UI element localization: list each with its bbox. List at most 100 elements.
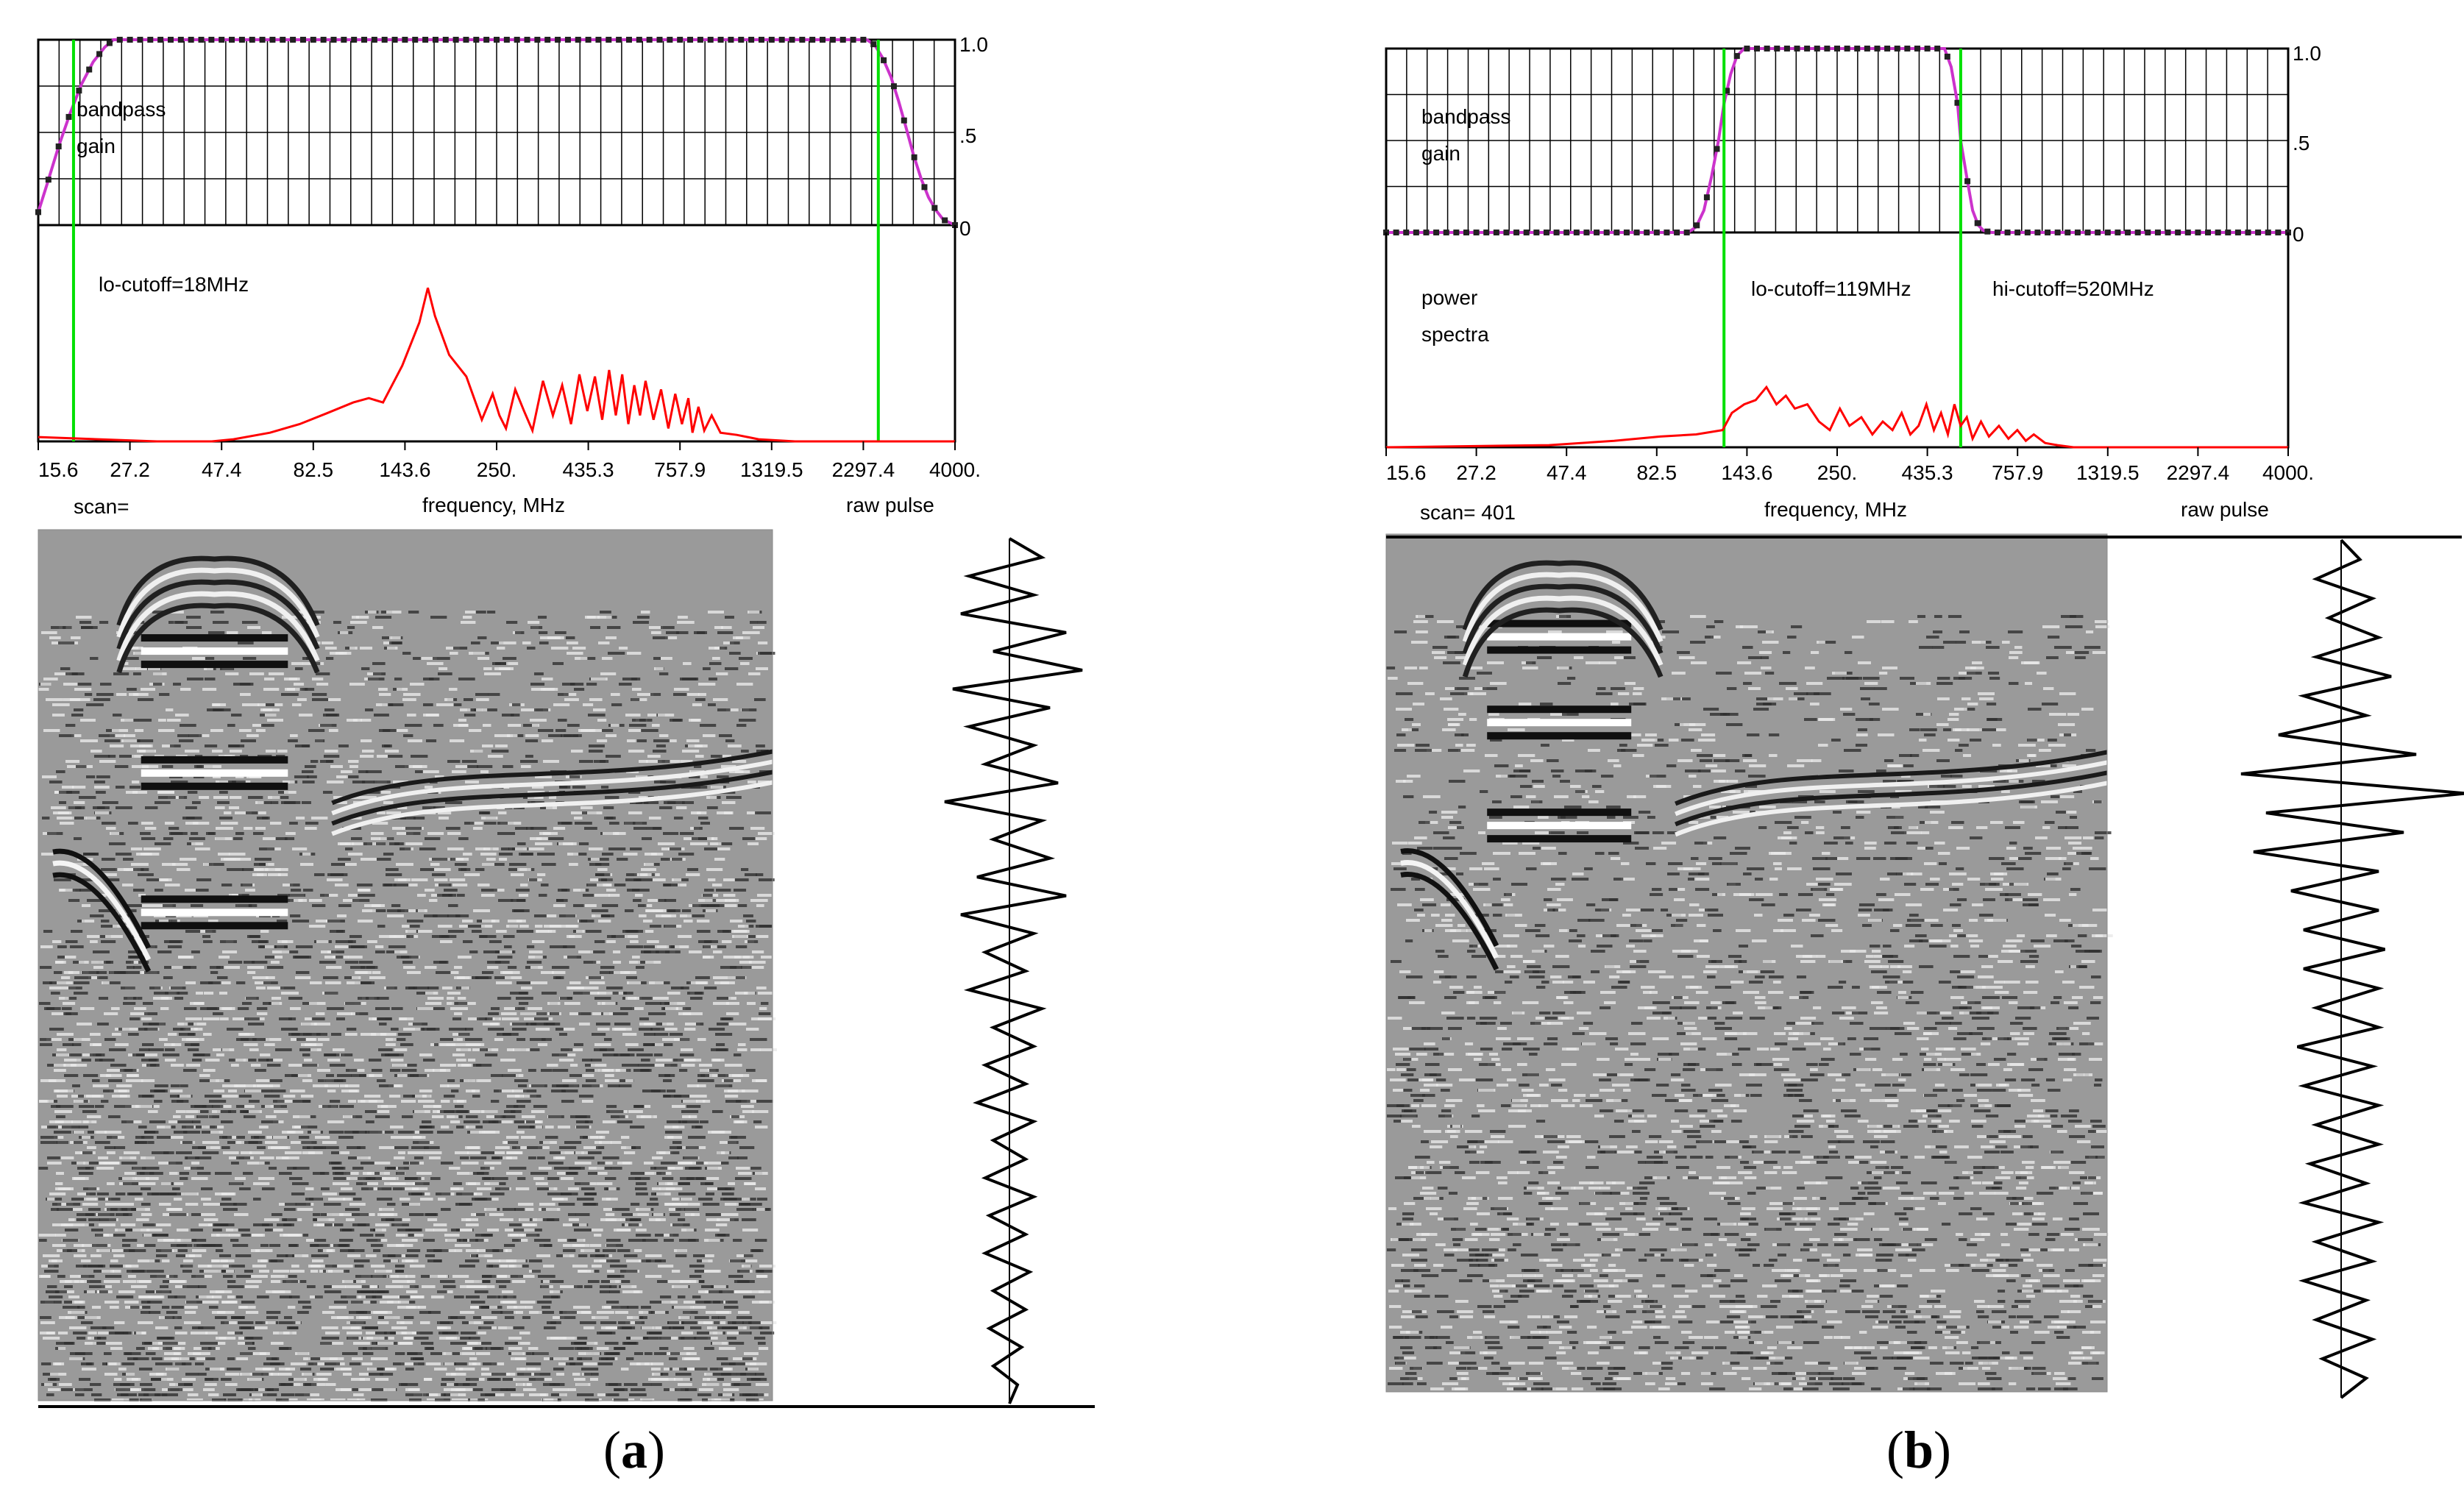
- noise-speckle: [192, 1249, 207, 1252]
- noise-speckle: [165, 822, 174, 825]
- noise-speckle: [213, 796, 229, 799]
- noise-speckle: [123, 1280, 137, 1283]
- noise-speckle: [409, 1203, 420, 1206]
- noise-speckle: [281, 992, 299, 995]
- noise-speckle: [220, 1203, 237, 1206]
- gain-marker: [96, 51, 103, 57]
- noise-speckle: [398, 1033, 412, 1036]
- noise-speckle: [600, 1332, 616, 1334]
- noise-speckle: [238, 894, 249, 897]
- noise-speckle: [507, 1095, 520, 1098]
- noise-speckle: [208, 981, 221, 984]
- noise-speckle: [384, 1316, 400, 1319]
- noise-speckle: [163, 1053, 180, 1056]
- noise-speckle: [133, 868, 144, 871]
- noise-speckle: [433, 1007, 445, 1010]
- noise-speckle: [219, 956, 230, 959]
- noise-speckle: [483, 1177, 491, 1180]
- noise-speckle: [603, 1208, 616, 1211]
- noise-speckle: [545, 1136, 558, 1139]
- noise-speckle: [92, 1306, 102, 1309]
- noise-speckle: [142, 765, 159, 768]
- noise-speckle: [460, 1311, 475, 1314]
- noise-speckle: [149, 1120, 166, 1123]
- noise-speckle: [662, 1038, 675, 1041]
- noise-speckle: [236, 1357, 249, 1360]
- noise-speckle: [487, 961, 501, 964]
- noise-speckle: [473, 827, 483, 830]
- noise-speckle: [550, 925, 562, 928]
- noise-speckle: [146, 1064, 157, 1067]
- noise-speckle: [594, 760, 606, 763]
- noise-speckle: [603, 1120, 617, 1123]
- noise-speckle: [205, 678, 216, 680]
- noise-speckle: [107, 1182, 115, 1185]
- noise-speckle: [40, 1038, 52, 1041]
- noise-speckle: [728, 744, 742, 747]
- noise-speckle: [440, 1321, 453, 1324]
- noise-speckle: [452, 1033, 461, 1036]
- noise-speckle: [280, 1234, 296, 1237]
- noise-speckle: [561, 1090, 578, 1092]
- noise-speckle: [283, 884, 294, 886]
- noise-speckle: [561, 1192, 578, 1195]
- noise-speckle: [647, 755, 661, 758]
- noise-speckle: [592, 909, 608, 912]
- noise-speckle: [235, 811, 252, 814]
- noise-speckle: [602, 1306, 619, 1309]
- noise-speckle: [260, 1244, 269, 1247]
- noise-speckle: [508, 724, 522, 727]
- noise-speckle: [630, 940, 639, 943]
- noise-speckle: [260, 1352, 270, 1355]
- gain-marker: [890, 83, 897, 90]
- noise-speckle: [379, 729, 391, 732]
- noise-speckle: [457, 894, 465, 897]
- noise-speckle: [622, 678, 638, 680]
- noise-speckle: [673, 1059, 684, 1062]
- noise-speckle: [481, 1110, 498, 1113]
- noise-speckle: [62, 1064, 77, 1067]
- noise-speckle: [582, 1084, 600, 1087]
- noise-speckle: [548, 1115, 564, 1118]
- noise-speckle: [505, 976, 522, 979]
- noise-speckle: [77, 1249, 85, 1252]
- noise-speckle: [591, 1064, 607, 1067]
- noise-speckle: [246, 734, 259, 737]
- noise-speckle: [191, 1167, 205, 1170]
- noise-speckle: [168, 1295, 180, 1298]
- noise-speckle: [127, 1120, 142, 1123]
- noise-speckle: [152, 611, 166, 614]
- noise-speckle: [570, 1064, 578, 1067]
- noise-speckle: [697, 1079, 714, 1082]
- noise-speckle: [728, 976, 736, 979]
- noise-speckle: [555, 636, 564, 639]
- noise-speckle: [441, 1162, 454, 1165]
- noise-speckle: [213, 708, 231, 711]
- noise-speckle: [192, 657, 206, 660]
- noise-speckle: [347, 1337, 359, 1340]
- noise-speckle: [108, 1198, 121, 1201]
- noise-speckle: [650, 1028, 665, 1031]
- noise-speckle: [457, 1110, 470, 1113]
- noise-speckle: [645, 1254, 662, 1257]
- noise-speckle: [663, 884, 671, 886]
- noise-speckle: [455, 1249, 463, 1252]
- noise-speckle: [68, 1295, 79, 1298]
- noise-speckle: [635, 1177, 650, 1180]
- noise-speckle: [207, 1265, 223, 1268]
- noise-speckle: [653, 827, 662, 830]
- gain-marker: [351, 37, 358, 43]
- noise-speckle: [580, 1321, 597, 1324]
- noise-speckle: [339, 1192, 356, 1195]
- noise-speckle: [470, 1131, 485, 1134]
- noise-speckle: [665, 1131, 683, 1134]
- noise-speckle: [146, 878, 161, 881]
- noise-speckle: [168, 796, 184, 799]
- noise-speckle: [706, 1218, 720, 1221]
- noise-speckle: [387, 1203, 396, 1206]
- noise-speckle: [482, 920, 496, 923]
- noise-speckle: [268, 1146, 285, 1149]
- noise-speckle: [410, 683, 425, 686]
- noise-speckle: [625, 1079, 633, 1082]
- noise-speckle: [573, 992, 590, 995]
